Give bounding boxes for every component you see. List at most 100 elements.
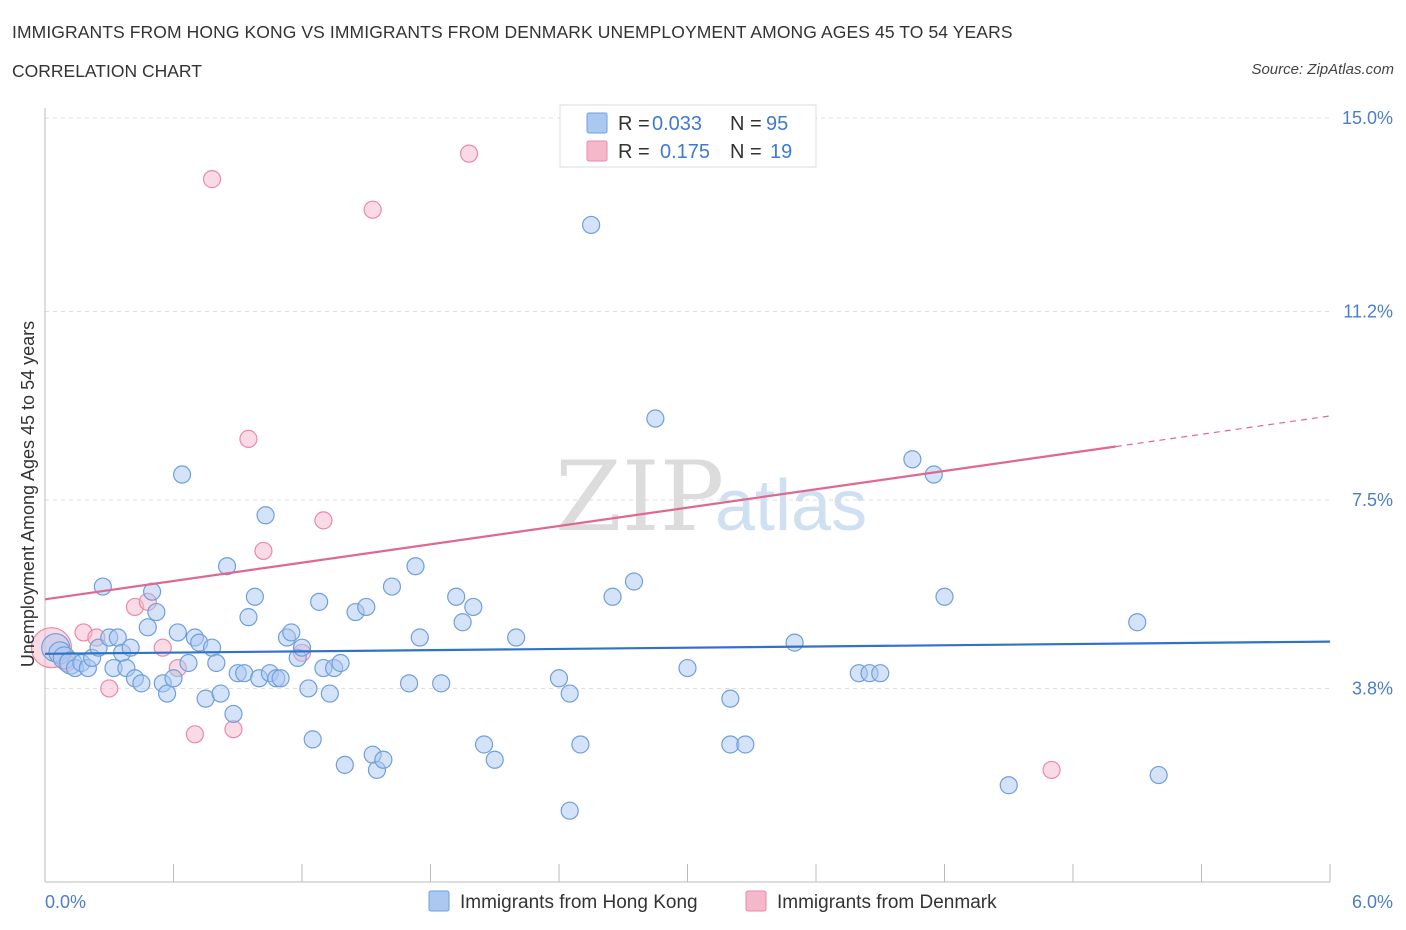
hk-point-67 xyxy=(453,613,472,632)
hk-point-55 xyxy=(335,755,354,774)
hk-point-75 xyxy=(560,684,579,703)
hk-point-63 xyxy=(406,557,425,576)
dk-point-9 xyxy=(185,725,205,744)
source-note: Source: ZipAtlas.com xyxy=(1251,61,1394,78)
dk-point-16 xyxy=(363,200,382,219)
legend-dk-r-value: 0.175 xyxy=(660,141,710,163)
y-axis-label: Unemployment Among Ages 45 to 54 years xyxy=(18,321,38,667)
legend-dk-n-label: N = xyxy=(730,141,762,163)
hk-point-83 xyxy=(736,735,755,754)
chart-subtitle: CORRELATION CHART xyxy=(12,61,202,81)
watermark-zip: ZIP xyxy=(555,441,724,553)
y-tick-label-0: 3.8% xyxy=(1352,678,1393,698)
hk-point-62 xyxy=(399,674,419,693)
hk-point-93 xyxy=(1149,765,1168,785)
y-tick-label-2: 11.2% xyxy=(1343,302,1393,322)
hk-point-34 xyxy=(224,704,243,724)
x-tick-label-min: 0.0% xyxy=(45,892,86,912)
hk-point-73 xyxy=(560,801,579,820)
hk-point-54 xyxy=(331,653,350,673)
dk-point-11 xyxy=(224,720,243,739)
hk-point-92 xyxy=(1128,613,1147,632)
hk-point-50 xyxy=(310,592,329,611)
hk-point-90 xyxy=(935,587,954,606)
dk-point-10 xyxy=(202,170,222,189)
hk-point-48 xyxy=(299,679,318,698)
hk-point-32 xyxy=(211,684,230,703)
trend-line-denmark-extension xyxy=(1115,415,1331,448)
trend-line-denmark xyxy=(44,445,1116,601)
y-tick-label-1: 7.5% xyxy=(1352,490,1393,510)
legend-hk-r-value: 0.033 xyxy=(652,113,702,135)
hk-point-37 xyxy=(239,608,258,627)
legend-hk-n-label: N = xyxy=(730,113,762,135)
hk-point-52 xyxy=(320,684,339,703)
bottom-legend-hong-kong: Immigrants from Hong Kong xyxy=(460,892,698,913)
hk-point-82 xyxy=(721,689,740,708)
watermark-atlas: atlas xyxy=(715,466,867,546)
hk-point-23 xyxy=(164,669,183,688)
hk-point-57 xyxy=(357,597,376,617)
hk-point-74 xyxy=(571,735,590,754)
hk-point-25 xyxy=(172,465,192,484)
bottom-legend-denmark: Immigrants from Denmark xyxy=(777,892,997,913)
hk-point-84 xyxy=(785,633,804,652)
hk-point-77 xyxy=(603,587,622,606)
dk-point-15 xyxy=(314,511,333,530)
dk-point-12 xyxy=(239,429,258,448)
tick-labels: 3.8% 7.5% 11.2% 15.0% 0.0% 6.0% xyxy=(45,108,1393,912)
legend-swatch-hong-kong xyxy=(586,112,608,134)
legend-hk-n-value: 95 xyxy=(766,113,788,135)
correlation-legend: R = 0.033 N = 95 R = 0.175 N = 19 xyxy=(559,104,817,168)
hk-point-61 xyxy=(382,577,402,596)
hk-point-18 xyxy=(138,618,157,637)
legend-dk-n-value: 19 xyxy=(770,141,792,163)
hk-point-87 xyxy=(871,664,890,683)
chart-title: IMMIGRANTS FROM HONG KONG VS IMMIGRANTS … xyxy=(12,22,1013,42)
bottom-legend-swatch-hong-kong xyxy=(428,890,450,912)
hk-point-71 xyxy=(507,628,526,647)
hk-point-60 xyxy=(374,750,393,769)
hk-point-66 xyxy=(447,587,466,606)
hk-point-30 xyxy=(202,638,222,657)
hk-point-49 xyxy=(303,730,322,749)
hk-point-79 xyxy=(646,409,665,428)
hk-point-80 xyxy=(678,658,697,678)
hk-point-88 xyxy=(903,450,922,469)
hk-point-43 xyxy=(271,669,290,688)
dk-point-13 xyxy=(254,541,273,561)
legend-swatch-denmark xyxy=(586,140,608,162)
hk-point-22 xyxy=(157,684,177,703)
hk-point-78 xyxy=(624,572,644,591)
hk-point-40 xyxy=(256,506,275,525)
hk-point-70 xyxy=(485,750,504,769)
watermark: ZIP atlas xyxy=(555,441,867,553)
hk-point-69 xyxy=(474,735,494,754)
hk-point-38 xyxy=(245,587,264,606)
legend-hk-r-label: R = xyxy=(618,113,650,135)
hk-point-26 xyxy=(179,653,198,673)
hk-point-64 xyxy=(410,628,429,647)
hk-point-24 xyxy=(168,623,187,642)
series-legend: Immigrants from Hong Kong Immigrants fro… xyxy=(428,890,997,913)
hk-point-72 xyxy=(549,669,569,688)
trend-line-hong-kong xyxy=(44,640,1331,655)
hk-point-45 xyxy=(282,623,301,642)
hk-point-20 xyxy=(147,602,166,622)
legend-dk-r-label: R = xyxy=(618,141,650,163)
hk-point-91 xyxy=(999,776,1018,795)
x-tick-label-max: 6.0% xyxy=(1352,892,1393,912)
hk-point-68 xyxy=(464,597,483,617)
y-tick-label-3: 15.0% xyxy=(1342,108,1393,128)
grid xyxy=(45,117,1330,689)
hk-point-65 xyxy=(432,674,451,693)
hk-point-33 xyxy=(217,557,237,576)
hk-point-17 xyxy=(132,674,151,693)
axes xyxy=(44,108,1331,883)
dk-point-17 xyxy=(459,144,479,163)
hk-point-31 xyxy=(207,653,226,673)
hk-point-76 xyxy=(582,215,601,235)
dk-point-4 xyxy=(100,679,119,698)
series-hong-kong-points xyxy=(41,215,1168,820)
